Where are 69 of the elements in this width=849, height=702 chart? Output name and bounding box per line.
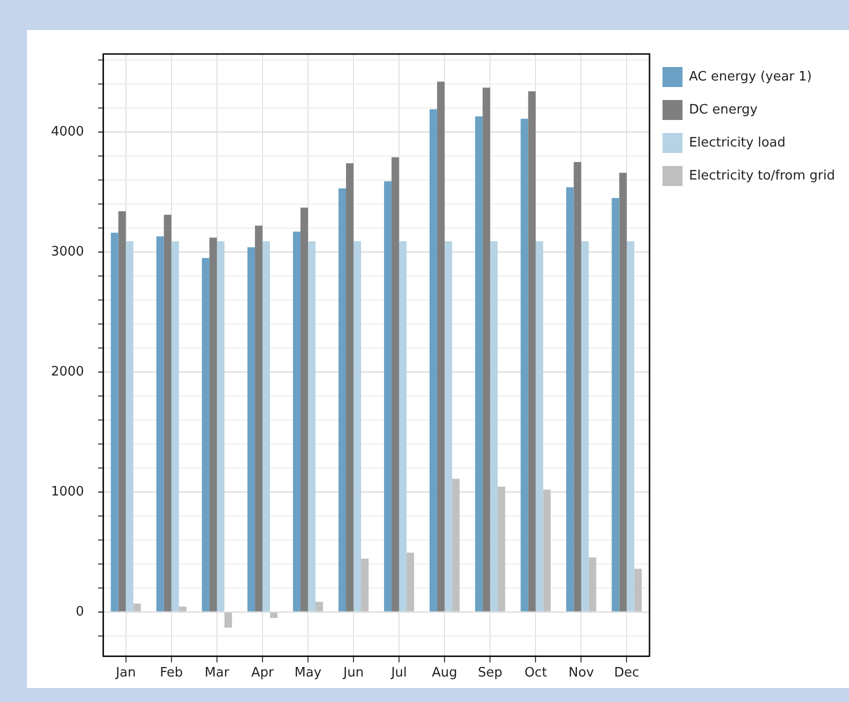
bar [475,116,483,612]
bar [392,157,400,612]
bar [171,241,179,612]
bar [354,241,362,612]
x-tick-label: Apr [251,666,274,681]
bar [536,241,544,612]
bar [399,241,407,612]
bar [444,241,452,612]
bar [406,552,414,612]
x-tick-label: Jan [114,666,136,681]
bar [490,241,498,612]
bar [437,82,445,612]
bar [292,232,300,612]
bar [581,241,589,612]
y-tick-label: 0 [76,604,84,620]
bar [346,163,354,612]
bar [361,558,369,612]
bar [612,198,620,612]
bar [482,88,490,612]
legend-label: Electricity to/from grid [689,168,835,184]
bar [588,557,596,612]
bar [126,241,134,612]
legend-label: DC energy [689,102,758,118]
bar [178,606,186,612]
x-tick-label: Feb [160,666,183,681]
bar [626,241,634,612]
x-tick-label: Dec [614,666,640,681]
x-tick-label: May [294,666,322,681]
legend-label: Electricity load [689,135,786,150]
bar [164,214,172,612]
bar [133,604,141,612]
bar [110,232,118,612]
bar [574,162,582,612]
bar [566,187,574,612]
bar [156,236,164,612]
bar [247,247,255,612]
bar [338,188,346,612]
bar [209,238,217,612]
bar [528,91,536,612]
bar [430,109,438,612]
x-tick-label: Mar [204,666,230,681]
bar [543,490,551,612]
y-tick-label: 2000 [50,364,84,380]
bar [316,602,324,612]
bar [634,568,642,612]
bar [520,118,528,612]
bar [224,612,232,628]
x-tick-label: Aug [432,666,458,681]
bar [216,241,224,612]
y-tick-label: 3000 [50,244,84,260]
x-tick-label: Jul [390,666,407,681]
bar [498,486,506,612]
bar [118,211,126,612]
bar [202,258,210,612]
y-tick-label: 4000 [50,124,84,140]
bar [254,226,262,612]
x-tick-label: Nov [568,666,594,681]
bar [384,181,392,612]
y-tick-label: 1000 [50,484,84,500]
bar [619,172,627,612]
x-tick-label: Sep [478,666,502,681]
bar [262,241,270,612]
bar [308,241,316,612]
x-tick-label: Jun [342,666,364,681]
bar [300,208,308,612]
legend-label: AC energy (year 1) [689,69,812,84]
bar [270,612,278,618]
x-tick-label: Oct [524,666,547,681]
bar [452,478,460,612]
